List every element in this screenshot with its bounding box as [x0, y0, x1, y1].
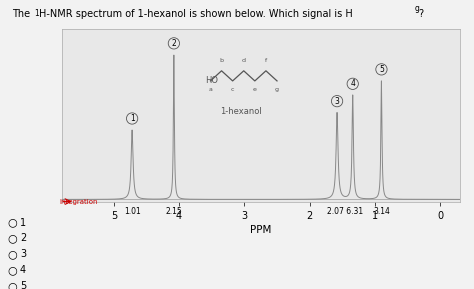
- Text: 1: 1: [130, 114, 135, 123]
- Text: 2.07 6.31: 2.07 6.31: [327, 208, 363, 216]
- Text: g: g: [275, 87, 279, 92]
- Text: f: f: [265, 58, 267, 63]
- X-axis label: PPM: PPM: [250, 225, 272, 236]
- Text: g: g: [415, 4, 419, 13]
- Text: 2.15: 2.15: [165, 208, 182, 216]
- Text: 3: 3: [335, 97, 339, 106]
- Text: 5: 5: [379, 65, 384, 74]
- Text: 2: 2: [172, 39, 176, 48]
- Text: 1: 1: [34, 9, 39, 18]
- Text: 5: 5: [20, 281, 26, 289]
- Text: 1: 1: [20, 218, 26, 227]
- Text: 2: 2: [20, 234, 26, 243]
- Text: H-NMR spectrum of 1-hexanol is shown below. Which signal is H: H-NMR spectrum of 1-hexanol is shown bel…: [39, 9, 353, 19]
- Text: b: b: [219, 58, 224, 63]
- Text: 4: 4: [350, 79, 355, 88]
- Text: The: The: [12, 9, 33, 19]
- Text: Integration: Integration: [60, 199, 98, 205]
- Text: 3.14: 3.14: [373, 208, 390, 216]
- Text: d: d: [242, 58, 246, 63]
- Text: c: c: [231, 87, 234, 92]
- Text: e: e: [253, 87, 257, 92]
- Text: HO: HO: [205, 76, 218, 86]
- Text: ○: ○: [7, 234, 17, 243]
- Text: ○: ○: [7, 218, 17, 227]
- Text: ?: ?: [418, 9, 423, 19]
- Text: ○: ○: [7, 249, 17, 259]
- Text: ○: ○: [7, 265, 17, 275]
- Text: 1-hexanol: 1-hexanol: [220, 107, 262, 116]
- Text: 1.01: 1.01: [124, 208, 140, 216]
- Text: a: a: [209, 87, 212, 92]
- Text: 4: 4: [20, 265, 26, 275]
- Text: 3: 3: [20, 249, 26, 259]
- Text: ○: ○: [7, 281, 17, 289]
